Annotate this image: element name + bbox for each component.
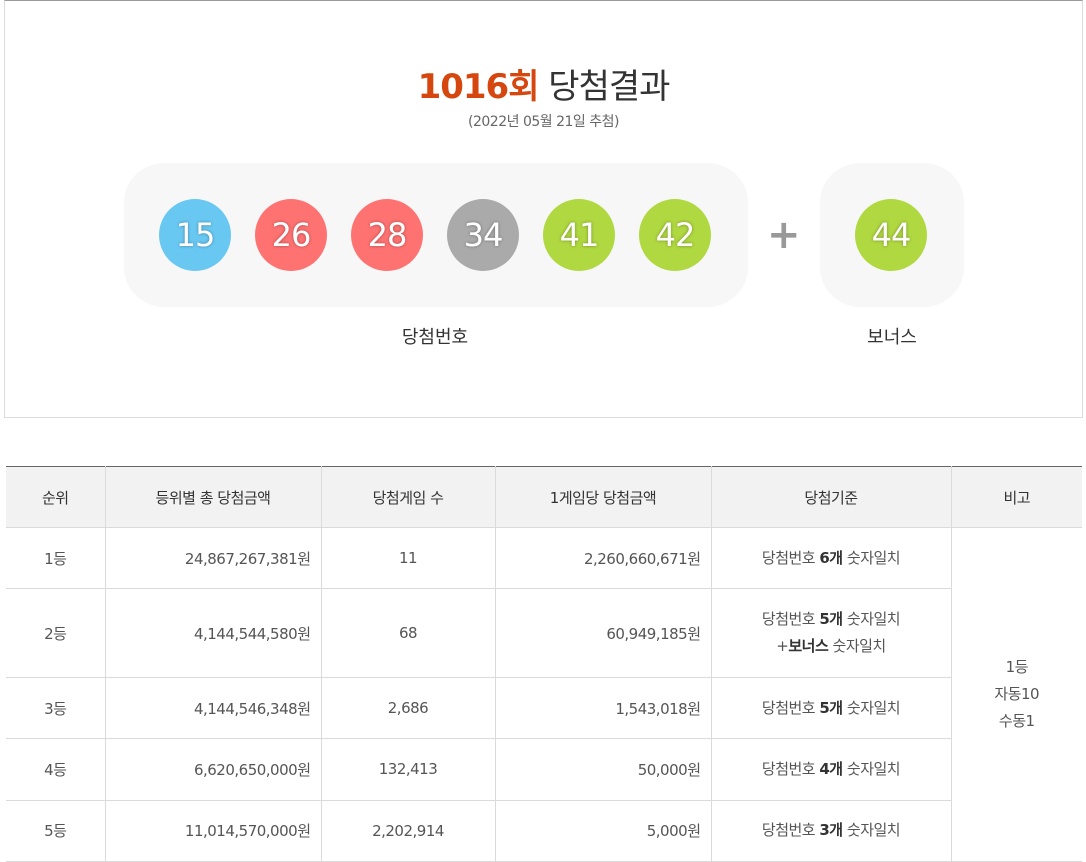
criteria-cell: 당첨번호 4개 숫자일치: [710, 738, 951, 801]
criteria-cell: 당첨번호 3개 숫자일치: [710, 799, 951, 862]
winning-ball: 41: [543, 199, 615, 271]
prize-table: 순위 등위별 총 당첨금액 당첨게임 수 1게임당 당첨금액 당첨기준 비고 1…: [6, 466, 1082, 862]
column-header: 당첨게임 수: [320, 466, 496, 528]
winning-ball: 26: [255, 199, 327, 271]
draw-date: (2022년 05월 21일 추첨): [468, 114, 619, 130]
winning-ball: 34: [447, 199, 519, 271]
winner-count-cell: 68: [320, 588, 496, 678]
total-prize-cell: 24,867,267,381원: [104, 526, 322, 590]
rank-cell: 1등: [6, 526, 106, 590]
page-title: 1016회 당첨결과: [5, 59, 1082, 108]
bonus-label: 보너스: [867, 327, 917, 348]
plus-icon: +: [767, 212, 801, 258]
rank-cell: 2등: [6, 588, 106, 678]
per-game-prize-cell: 60,949,185원: [494, 588, 712, 678]
criteria-cell: 당첨번호 6개 숫자일치: [710, 526, 952, 590]
winner-count-cell: 2,686: [320, 676, 496, 740]
column-header: 비고: [950, 466, 1082, 528]
winner-count-cell: 2,202,914: [320, 799, 496, 862]
winning-ball: 28: [351, 199, 423, 271]
total-prize-cell: 4,144,546,348원: [104, 676, 322, 740]
note-line: 자동10: [994, 685, 1040, 703]
round-number: 1016: [417, 67, 510, 107]
draw-result-panel: 1016회 당첨결과 (2022년 05월 21일 추첨) 15 26 28 3…: [4, 0, 1083, 418]
column-header: 순위: [6, 466, 106, 528]
table-row: 4등 6,620,650,000원 132,413 50,000원 당첨번호 4…: [6, 738, 1082, 801]
table-row: 5등 11,014,570,000원 2,202,914 5,000원 당첨번호…: [6, 799, 1082, 862]
criteria-cell: 당첨번호 5개 숫자일치: [710, 676, 951, 740]
total-prize-cell: 11,014,570,000원: [104, 799, 322, 862]
column-header: 등위별 총 당첨금액: [104, 466, 322, 528]
winner-count-cell: 132,413: [320, 738, 496, 801]
note-cell: 1등 자동10 수동1: [950, 527, 1082, 862]
table-row: 2등 4,144,544,580원 68 60,949,185원 당첨번호 5개…: [6, 588, 1082, 678]
total-prize-cell: 4,144,544,580원: [104, 588, 322, 678]
rank-cell: 3등: [6, 676, 106, 740]
note-line: 1등: [1005, 658, 1029, 676]
total-prize-cell: 6,620,650,000원: [104, 738, 322, 801]
table-row: 3등 4,144,546,348원 2,686 1,543,018원 당첨번호 …: [6, 676, 1082, 740]
per-game-prize-cell: 5,000원: [494, 799, 712, 862]
winner-count-cell: 11: [320, 526, 496, 590]
table-header-row: 순위 등위별 총 당첨금액 당첨게임 수 1게임당 당첨금액 당첨기준 비고: [6, 466, 1082, 528]
bonus-ball: 44: [855, 199, 927, 271]
winning-ball: 42: [639, 199, 711, 271]
per-game-prize-cell: 50,000원: [494, 738, 712, 801]
rank-cell: 4등: [6, 738, 106, 801]
rank-cell: 5등: [6, 799, 106, 862]
note-line: 수동1: [998, 712, 1035, 730]
column-header: 1게임당 당첨금액: [494, 466, 712, 528]
column-header: 당첨기준: [710, 466, 952, 528]
table-row: 1등 24,867,267,381원 11 2,260,660,671원 당첨번…: [6, 526, 1082, 862]
round-suffix: 회: [508, 67, 539, 107]
winning-numbers-label: 당첨번호: [401, 327, 469, 348]
title-text: 당첨결과: [548, 67, 670, 107]
winning-ball: 15: [159, 199, 231, 271]
per-game-prize-cell: 1,543,018원: [494, 676, 712, 740]
per-game-prize-cell: 2,260,660,671원: [494, 526, 712, 590]
criteria-cell: 당첨번호 5개 숫자일치 +보너스 숫자일치: [710, 588, 951, 678]
